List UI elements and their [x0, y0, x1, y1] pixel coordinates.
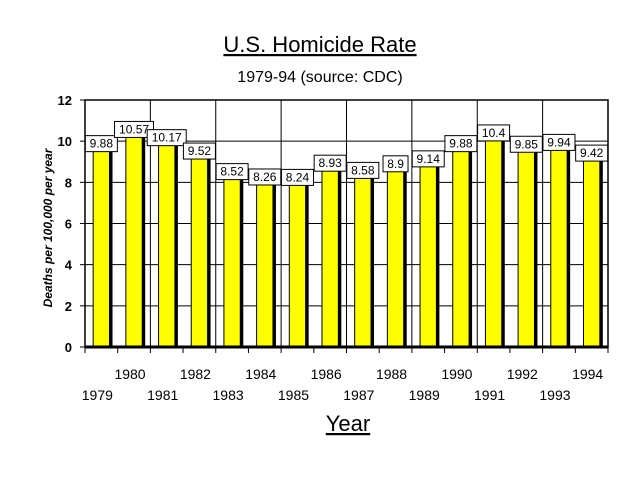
bar-1992: [517, 143, 535, 348]
y-tick-label: 0: [65, 340, 72, 355]
bar-1984: [256, 176, 274, 348]
data-label: 10.17: [152, 131, 182, 145]
x-axis-label: Year: [326, 411, 370, 436]
x-tick-label: 1987: [343, 387, 374, 403]
axes: [80, 99, 609, 353]
data-label: 8.93: [318, 156, 342, 170]
bar-1993: [550, 141, 568, 348]
data-label: 8.58: [351, 163, 375, 177]
data-label-box: [146, 129, 187, 147]
data-label: 9.88: [449, 137, 473, 151]
bar-1980: [125, 128, 143, 348]
x-tick-label: 1986: [311, 366, 342, 382]
y-tick-labels: 0 2 4 6 8 10 12: [58, 93, 73, 355]
data-label: 9.42: [580, 146, 604, 160]
chart-title: U.S. Homicide Rate: [223, 32, 416, 57]
x-tick-label: 1983: [213, 387, 244, 403]
y-tick-label: 2: [65, 299, 72, 314]
bar-1988: [386, 163, 405, 348]
bar-1987: [354, 169, 372, 348]
data-label-box: [84, 135, 118, 153]
data-label: 9.88: [90, 137, 114, 151]
bar-1990: [452, 143, 470, 348]
data-label: 10.57: [119, 122, 149, 136]
data-label: 9.52: [188, 144, 212, 158]
data-label: 8.52: [220, 165, 244, 179]
data-label-box: [509, 135, 543, 153]
data-label-box: [313, 154, 347, 172]
bar-1982: [190, 150, 209, 348]
data-label-box: [382, 155, 409, 173]
bar-1991: [484, 132, 503, 348]
data-label-box: [346, 161, 380, 179]
y-tick-label: 12: [58, 93, 72, 108]
data-label: 10.4: [482, 126, 506, 140]
bars: [92, 127, 603, 348]
bar-1985: [288, 176, 307, 348]
data-label: 9.85: [515, 137, 539, 151]
x-tick-label: 1985: [278, 387, 309, 403]
bar-1983: [223, 171, 241, 348]
y-tick-label: 8: [65, 175, 72, 190]
data-label: 8.26: [253, 170, 277, 184]
data-label: 9.94: [547, 135, 571, 149]
data-label-box: [215, 163, 249, 181]
bar-1981: [158, 137, 176, 348]
x-tick-label: 1991: [474, 387, 505, 403]
data-label-box: [280, 168, 314, 186]
x-tick-label: 1981: [147, 387, 178, 403]
bar-1979: [92, 143, 111, 348]
data-label: 9.14: [417, 152, 441, 166]
data-label-box: [575, 144, 609, 162]
y-axis-label: Deaths per 100,000 per year: [41, 147, 55, 307]
data-label-box: [182, 142, 216, 160]
bar-1994: [582, 152, 601, 348]
x-tick-label: 1989: [409, 387, 440, 403]
x-tick-label: 1994: [572, 366, 603, 382]
x-tick-label: 1992: [507, 366, 538, 382]
x-tick-label: 1988: [376, 366, 407, 382]
bar-1989: [419, 158, 437, 348]
x-tick-label: 1979: [82, 387, 113, 403]
x-tick-label: 1984: [245, 366, 276, 382]
data-label-box: [477, 124, 511, 142]
y-tick-label: 4: [65, 258, 73, 273]
data-label-box: [444, 135, 478, 153]
chart-subtitle: 1979-94 (source: CDC): [237, 69, 402, 86]
data-label: 8.24: [286, 170, 310, 184]
x-tick-labels: 1979198019811982198319841985198619871988…: [82, 366, 604, 403]
x-tick-label: 1990: [441, 366, 472, 382]
data-label: 8.9: [387, 157, 404, 171]
x-tick-label: 1993: [539, 387, 570, 403]
y-tick-label: 10: [58, 134, 72, 149]
x-tick-label: 1982: [180, 366, 211, 382]
y-tick-label: 6: [65, 217, 72, 232]
data-label-box: [248, 168, 282, 186]
bar-1986: [321, 162, 339, 348]
data-label-box: [411, 150, 445, 168]
data-label-box: [542, 133, 576, 151]
x-tick-label: 1980: [114, 366, 145, 382]
